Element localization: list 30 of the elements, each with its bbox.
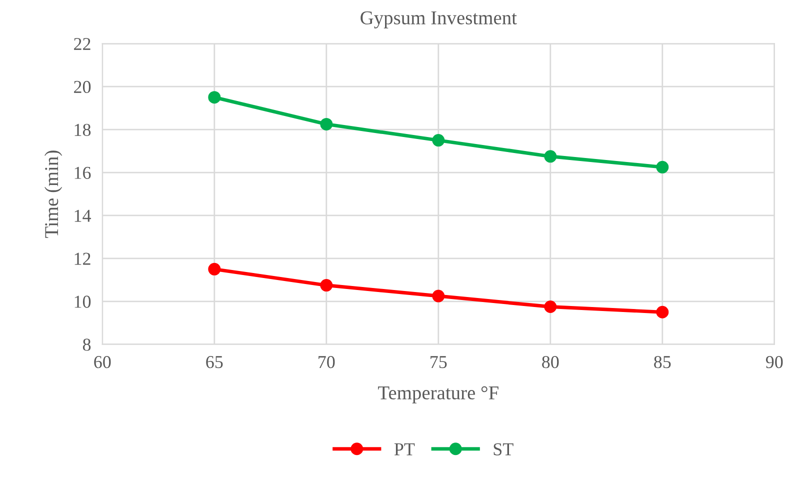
- point: [432, 134, 445, 147]
- y-tick-label: 20: [74, 80, 91, 94]
- point: [656, 306, 669, 318]
- x-tick-label: 65: [206, 356, 223, 368]
- x-tick-label: 90: [766, 356, 783, 368]
- y-tick-label: 12: [74, 252, 90, 265]
- legend-label: ST: [494, 443, 514, 456]
- y-tick-label: 14: [74, 210, 92, 222]
- y-tick-label: 8: [82, 338, 91, 351]
- x-tick-label: 60: [94, 356, 111, 368]
- y-tick-label: 16: [74, 166, 91, 179]
- x-tick-label: 70: [318, 356, 335, 368]
- x-axis-title: Temperature °F: [378, 386, 498, 404]
- x-tick-label: 75: [430, 356, 447, 368]
- y-axis-title: Time (min): [44, 150, 62, 238]
- point: [656, 160, 669, 174]
- y-tick-label: 22: [74, 38, 90, 50]
- y-tick-label: 10: [74, 296, 91, 308]
- x-tick-label: 85: [654, 356, 671, 368]
- point: [208, 262, 221, 276]
- point: [208, 91, 221, 104]
- x-tick-label: 80: [542, 356, 559, 368]
- point: [432, 290, 445, 302]
- legend-label: PT: [394, 443, 415, 456]
- point: [320, 118, 333, 130]
- point: [544, 300, 557, 314]
- chart-title: Gypsum Investment: [360, 11, 517, 28]
- y-tick-label: 18: [74, 124, 91, 136]
- point: [544, 150, 557, 163]
- point: [320, 279, 333, 292]
